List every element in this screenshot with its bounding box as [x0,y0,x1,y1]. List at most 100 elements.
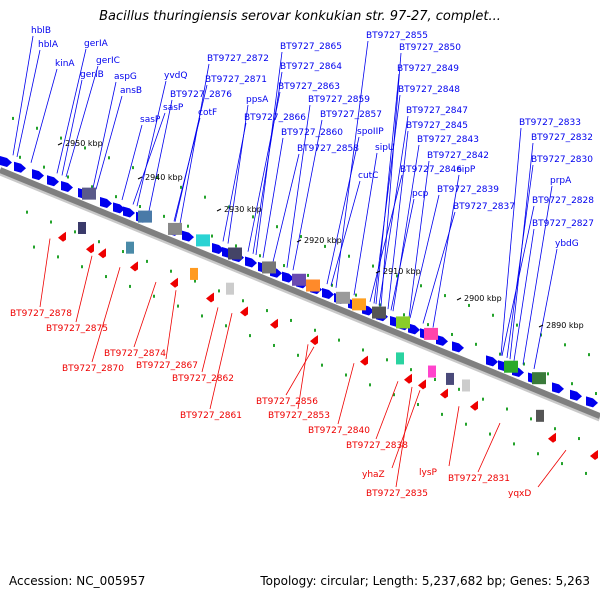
plus-gene-arrow [436,334,448,346]
plus-gene-label: BT9727_2848 [398,85,460,95]
plus-gene-label: hblB [31,26,51,36]
tick-dot [266,309,268,313]
tick-dot [482,397,484,401]
scale-tick-label: 2920 kbp [304,236,342,245]
plus-gene-label: BT9727_2866 [244,113,306,123]
plus-gene-label: cotF [198,108,217,118]
tick-dot [345,373,347,377]
plus-gene-label: sasP [140,115,161,125]
tick-dot [204,195,206,199]
minus-gene-label: BT9727_2861 [180,411,242,421]
plus-leader-line [501,205,535,356]
minus-gene-label: yqxD [508,489,531,499]
plus-leader-line [375,73,400,305]
gene-block [228,247,242,260]
plus-leader-line [121,124,143,201]
minus-gene-label: BT9727_2856 [256,397,318,407]
gene-block [462,379,470,392]
tick-dot [523,362,525,366]
plus-gene-label: BT9727_2828 [532,196,594,206]
scale-tick-label: 2910 kbp [383,267,421,276]
minus-gene-label: BT9727_2862 [172,374,234,384]
tick-dot [91,185,93,189]
minus-gene-label: BT9727_2878 [10,309,72,319]
tick-dot [43,165,45,169]
plus-gene-label: BT9727_2833 [519,118,581,128]
gene-block [536,409,544,422]
minus-gene-arrow [418,379,426,390]
minus-gene-label: BT9727_2875 [46,324,108,334]
gene-block [292,273,306,286]
minus-gene-arrow [310,335,318,346]
scale-tick-mark [296,239,302,243]
plus-gene-labels: hblB hblA kinA gerIA gerIC gerIB aspG ansB yvdQ s… [31,26,594,249]
tick-dot [146,259,148,263]
tick-dot [249,334,251,338]
plus-leader-line [378,115,409,306]
tick-dot [475,342,477,346]
tick-dot [489,432,491,436]
plus-gene-arrow [32,169,44,181]
tick-dot [396,274,398,278]
tick-dot [170,269,172,273]
tick-dot [156,175,158,179]
scale-tick-mark [375,270,381,274]
tick-dot [554,427,556,431]
gene-block [126,241,134,254]
tick-dot [578,437,580,441]
plus-leader-line [12,35,34,156]
minus-leader-line [477,422,501,473]
tick-dot [81,265,83,269]
minus-gene-labels: BT9727_2878 BT9727_2875 BT9727_2874 BT9727_… [10,309,531,499]
plus-gene-label: BT9727_2876 [170,90,232,100]
plus-leader-line [227,104,249,244]
plus-gene-label: BT9727_2857 [320,110,382,120]
plus-gene-arrow [47,175,59,187]
minus-gene-arrow [58,231,66,242]
plus-gene-label: spoIIP [357,127,384,137]
tick-dot [297,353,299,357]
plus-gene-label: BT9727_2860 [281,128,343,138]
plus-gene-label: BT9727_2865 [280,42,342,52]
tick-dot [585,471,587,475]
plus-gene-label: BT9727_2845 [406,121,468,131]
plus-gene-label: BT9727_2830 [531,155,593,165]
tick-dot [228,205,230,209]
tick-dot [180,185,182,189]
minus-gene-arrow [130,261,138,272]
tick-dot [420,284,422,288]
plus-gene-label: kinA [55,59,75,69]
plus-gene-label: hblA [38,40,59,50]
plus-leader-line [408,160,430,318]
tick-dot [108,156,110,160]
plus-gene-label: BT9727_2871 [205,75,267,85]
plus-leader-line [252,71,283,254]
minus-gene-label: BT9727_2874 [104,349,166,359]
plus-gene-arrow [61,181,73,193]
plus-gene-arrow [245,256,257,268]
plus-gene-label: ppsA [246,95,269,105]
minus-gene-arrow [404,373,412,384]
plus-gene-label: BT9727_2842 [427,151,489,161]
tick-dot [177,304,179,308]
tick-dot [36,126,38,130]
plus-leader-line [422,211,456,324]
scale-tick-mark [216,208,222,212]
tick-dot [386,358,388,362]
tick-dot [139,205,141,209]
tick-dot [403,313,405,317]
plus-gene-arrow [452,341,464,353]
tick-dot [516,323,518,327]
plus-gene-arrow [182,230,194,242]
plus-gene-label: cutC [358,171,378,181]
tick-dot [588,353,590,357]
tick-dot [57,255,59,259]
plus-gene-label: BT9727_2827 [532,219,594,229]
tick-dot [283,264,285,268]
plus-gene-label: BT9727_2846 [400,165,462,175]
plus-leader-line [390,198,415,311]
scale-tick-mark [456,297,462,301]
plus-leader-line [16,49,41,158]
plus-leader-line [330,180,361,286]
tick-dot [300,235,302,239]
